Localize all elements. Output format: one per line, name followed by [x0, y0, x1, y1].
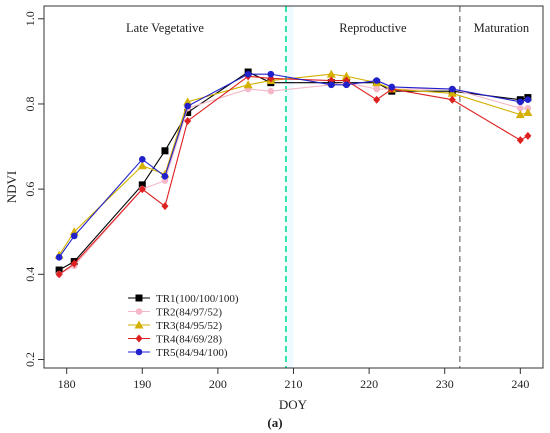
x-tick-label: 180: [58, 377, 76, 391]
legend-entry: TR2(84/97/52): [128, 307, 222, 319]
data-point: [447, 88, 457, 97]
y-axis-label: NDVI: [4, 171, 19, 204]
x-tick-label: 230: [436, 377, 454, 391]
series-layer: [54, 68, 533, 279]
data-point: [55, 266, 63, 274]
y-tick-label: 0.2: [23, 352, 37, 367]
x-tick-label: 240: [511, 377, 529, 391]
data-point: [138, 181, 146, 189]
y-tick-label: 0.8: [23, 96, 37, 111]
legend-marker: [135, 348, 143, 356]
data-point: [524, 96, 532, 103]
data-point: [138, 185, 146, 194]
legend-label: TR2(84/97/52): [156, 307, 222, 319]
data-point: [55, 270, 63, 279]
legend-entry: TR3(84/95/52): [128, 320, 222, 332]
stage-bands: [284, 6, 461, 368]
data-point: [70, 259, 78, 268]
data-point: [184, 116, 192, 125]
x-tick-label: 190: [133, 377, 151, 391]
stage-labels: Late Vegetative Reproductive Maturation: [126, 21, 530, 35]
legend-entry: TR1(100/100/100): [128, 293, 239, 305]
legend-entry: TR4(84/69/28): [128, 334, 222, 346]
data-point: [343, 81, 350, 89]
data-point: [373, 85, 380, 93]
data-point: [161, 147, 169, 155]
data-point: [161, 202, 169, 211]
x-tick-label: 210: [285, 377, 303, 391]
data-point: [388, 83, 396, 91]
data-point: [524, 131, 532, 140]
stage-band-shade: [285, 6, 294, 368]
data-point: [448, 95, 456, 104]
stage-label: Reproductive: [339, 21, 407, 35]
series-line: [58, 73, 529, 256]
legend-marker: [135, 334, 143, 343]
data-point: [183, 97, 193, 106]
legend-marker: [135, 294, 143, 302]
data-point: [161, 173, 169, 180]
legend: TR1(100/100/100) TR2(84/97/52)TR3(84/95/5…: [128, 293, 239, 359]
data-point: [515, 110, 525, 119]
data-point: [341, 71, 351, 80]
data-point: [70, 232, 78, 240]
y-tick-label: 1.0: [23, 11, 37, 26]
y-axis: 0.2 0.4 0.6 0.8 1.0: [23, 11, 44, 367]
data-point: [448, 85, 456, 93]
y-tick-label: 0.6: [23, 182, 37, 197]
figure-caption: (a): [267, 415, 282, 430]
data-point: [517, 104, 524, 112]
series-line: [58, 71, 529, 271]
data-point: [55, 253, 63, 261]
y-tick-label: 0.4: [23, 267, 37, 282]
data-point: [184, 108, 192, 116]
data-point: [244, 70, 252, 78]
legend-marker: [134, 320, 144, 329]
series-5: [55, 70, 532, 261]
legend-label: TR5(84/94/100): [156, 347, 228, 359]
data-point: [267, 87, 275, 95]
data-point: [326, 69, 336, 78]
legend-label: TR4(84/69/28): [156, 334, 222, 346]
x-axis: 180 190 200 210 220 230 240: [58, 368, 529, 391]
data-point: [243, 80, 253, 89]
data-point: [138, 156, 146, 163]
data-point: [516, 136, 524, 145]
data-point: [523, 107, 533, 116]
legend-entry: TR5(84/94/100): [128, 347, 228, 359]
data-point: [184, 102, 191, 110]
stage-label: Late Vegetative: [126, 21, 204, 35]
data-point: [373, 95, 381, 104]
data-point: [373, 77, 380, 84]
x-tick-label: 200: [209, 377, 227, 391]
x-axis-label: DOY: [279, 397, 308, 412]
data-point: [517, 98, 524, 106]
x-tick-label: 220: [360, 377, 378, 391]
stage-label: Maturation: [474, 21, 530, 35]
series-line: [58, 73, 529, 258]
data-point: [137, 161, 147, 170]
data-point: [267, 70, 275, 78]
legend-marker: [135, 308, 143, 315]
data-point: [328, 81, 335, 89]
legend-label: TR1(100/100/100): [156, 293, 239, 305]
legend-label: TR3(84/95/52): [156, 320, 222, 332]
